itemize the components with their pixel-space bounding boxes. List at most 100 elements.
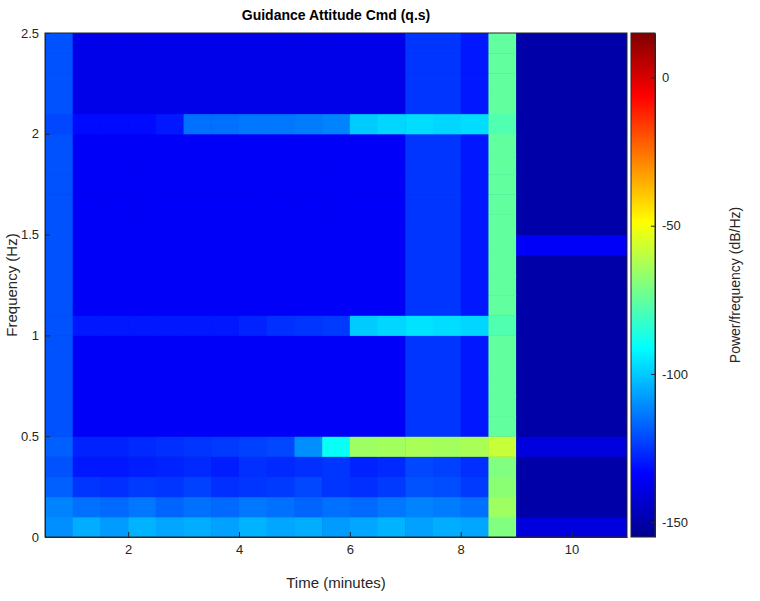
cell <box>73 194 101 215</box>
cell <box>433 53 461 74</box>
cell <box>350 436 378 457</box>
cell <box>100 517 128 537</box>
cell <box>45 73 73 94</box>
cell <box>322 477 350 498</box>
cell <box>322 396 350 417</box>
cell <box>405 33 433 54</box>
cell <box>378 114 406 135</box>
tick: 10 <box>565 532 579 557</box>
cell <box>239 315 267 336</box>
tick: 8 <box>458 532 465 557</box>
cell <box>239 235 267 256</box>
cell <box>378 497 406 518</box>
cell <box>322 436 350 457</box>
cell <box>461 53 489 74</box>
cell <box>516 376 544 397</box>
cell <box>184 295 212 316</box>
cell <box>433 255 461 276</box>
cell <box>184 275 212 296</box>
tick-mark <box>45 537 50 538</box>
cell <box>599 174 627 195</box>
cell <box>128 356 156 377</box>
cell <box>211 275 239 296</box>
cell <box>405 335 433 356</box>
tick-mark <box>128 532 129 537</box>
cell <box>544 174 572 195</box>
cell <box>322 376 350 397</box>
cell <box>184 315 212 336</box>
cell <box>45 335 73 356</box>
cell <box>294 477 322 498</box>
cell <box>516 356 544 377</box>
cell <box>350 335 378 356</box>
cell <box>572 174 600 195</box>
cell <box>322 214 350 235</box>
cell <box>184 356 212 377</box>
cell <box>45 174 73 195</box>
cell <box>45 497 73 518</box>
cell <box>405 73 433 94</box>
cell <box>322 315 350 336</box>
cell <box>599 315 627 336</box>
cell <box>405 477 433 498</box>
cell <box>350 517 378 537</box>
tick: -150 <box>651 515 688 530</box>
cell <box>322 134 350 155</box>
cell <box>599 93 627 114</box>
cell <box>184 416 212 437</box>
cell <box>267 315 295 336</box>
cell <box>128 235 156 256</box>
cell <box>322 235 350 256</box>
cell <box>184 174 212 195</box>
cell <box>433 114 461 135</box>
cell <box>45 53 73 74</box>
tick-mark <box>651 77 655 78</box>
cell <box>488 356 516 377</box>
cell <box>405 235 433 256</box>
cell <box>128 33 156 54</box>
cell <box>461 356 489 377</box>
cell <box>322 275 350 296</box>
cell <box>461 315 489 336</box>
colorbar-axis: -150-100-500 <box>651 34 688 538</box>
chart: 24681000.511.522.5Guidance Attitude Cmd … <box>0 0 760 601</box>
cell <box>156 73 184 94</box>
cell <box>184 456 212 477</box>
tick-mark <box>651 374 655 375</box>
cell <box>294 396 322 417</box>
cell <box>294 416 322 437</box>
cell <box>294 335 322 356</box>
cell <box>239 194 267 215</box>
cell <box>378 53 406 74</box>
cell <box>156 53 184 74</box>
cell <box>322 416 350 437</box>
cell <box>488 134 516 155</box>
colorbar <box>631 33 655 537</box>
cell <box>572 235 600 256</box>
cell <box>405 315 433 336</box>
cell <box>239 517 267 537</box>
cell <box>73 53 101 74</box>
cell <box>45 93 73 114</box>
cell <box>73 376 101 397</box>
tick-label: 6 <box>347 542 354 557</box>
cell <box>45 396 73 417</box>
cell <box>156 275 184 296</box>
cell <box>405 436 433 457</box>
cell <box>267 255 295 276</box>
cell <box>544 114 572 135</box>
tick-label: 2 <box>32 126 39 141</box>
cell <box>156 517 184 537</box>
cell <box>322 295 350 316</box>
cell <box>184 255 212 276</box>
cell <box>461 235 489 256</box>
cell <box>184 53 212 74</box>
cell <box>211 93 239 114</box>
cell <box>488 275 516 296</box>
cell <box>350 295 378 316</box>
cell <box>211 295 239 316</box>
cell <box>599 497 627 518</box>
cell <box>211 235 239 256</box>
cell <box>128 295 156 316</box>
cell <box>100 154 128 175</box>
